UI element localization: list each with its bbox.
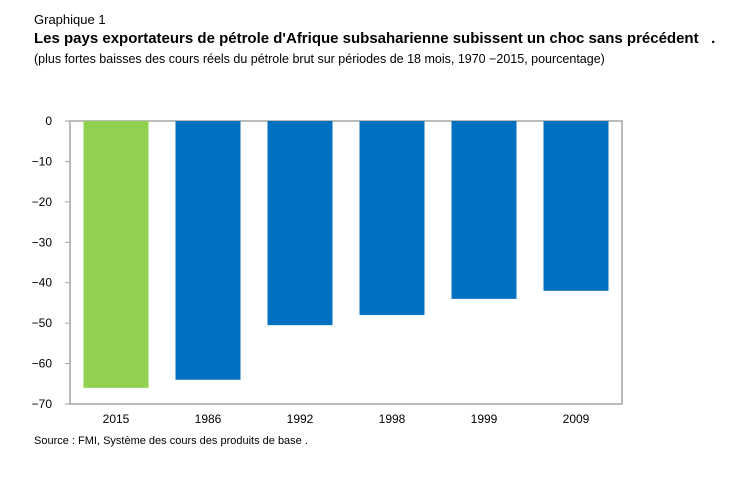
y-tick-label: −10 <box>32 154 53 168</box>
x-tick-label: 2009 <box>563 412 590 426</box>
y-tick-label: −50 <box>32 316 53 330</box>
x-tick-label: 1986 <box>195 412 222 426</box>
y-tick-label: −20 <box>32 195 53 209</box>
y-tick-label: −60 <box>32 357 53 371</box>
y-tick-label: −40 <box>32 276 53 290</box>
x-tick-label: 2015 <box>103 412 130 426</box>
y-tick-label: −30 <box>32 235 53 249</box>
bar <box>543 121 609 291</box>
y-tick-label: 0 <box>45 114 52 128</box>
bar <box>451 121 517 299</box>
chart-source: Source : FMI, Système des cours des prod… <box>34 435 308 447</box>
y-tick-label: −70 <box>32 397 53 411</box>
x-tick-label: 1992 <box>287 412 314 426</box>
x-tick-label: 1999 <box>471 412 498 426</box>
chart-subtitle: (plus fortes baisses des cours réels du … <box>34 52 605 66</box>
bar <box>83 121 149 388</box>
chart-header: Graphique 1 Les pays exportateurs de pét… <box>34 12 734 67</box>
plot-area-frame <box>69 120 623 405</box>
bar <box>267 121 333 326</box>
chart-title: Les pays exportateurs de pétrole d'Afriq… <box>34 30 716 47</box>
bar <box>359 121 425 316</box>
chart-kicker: Graphique 1 <box>34 12 106 27</box>
bar <box>175 121 241 380</box>
x-tick-label: 1998 <box>379 412 406 426</box>
